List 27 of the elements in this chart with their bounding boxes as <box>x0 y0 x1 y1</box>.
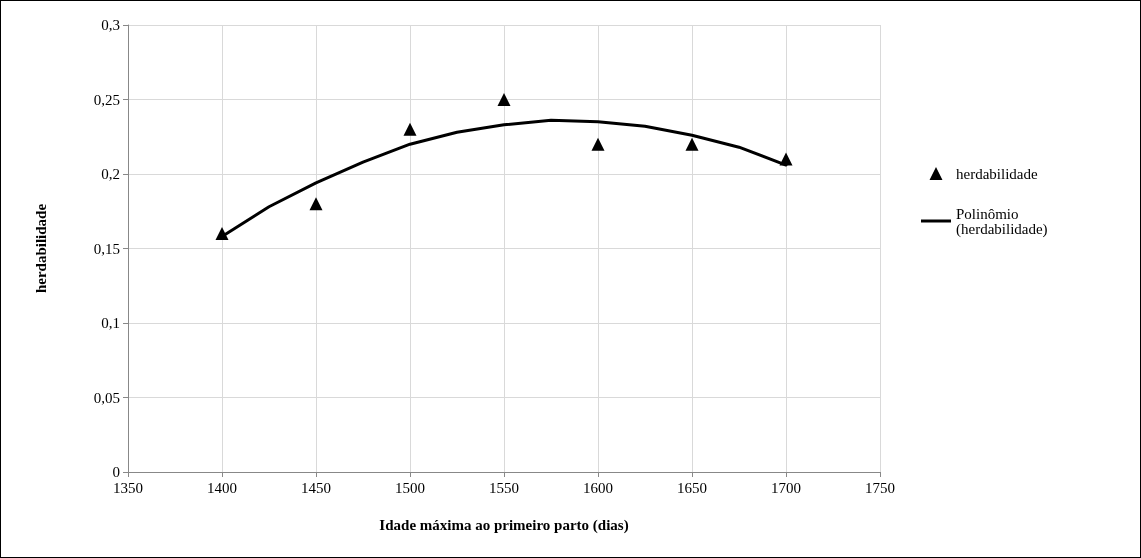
y-tick-label: 0,1 <box>101 315 120 331</box>
y-tick-label: 0,05 <box>93 389 120 406</box>
x-tick-label: 1550 <box>489 479 519 496</box>
x-tick-label: 1700 <box>771 479 801 496</box>
x-tick-label: 1400 <box>207 479 237 496</box>
x-axis-title: Idade máxima ao primeiro parto (dias) <box>379 516 629 534</box>
y-axis-title: herdabilidade <box>32 203 49 294</box>
point <box>403 122 417 136</box>
x-tick-label: 1650 <box>677 479 707 496</box>
legend-label: Polinômio (herdabilidade) <box>956 205 1048 238</box>
y-tick-label: 0 <box>112 464 120 480</box>
point <box>309 197 323 211</box>
x-tick-label: 1750 <box>865 479 895 496</box>
y-tick-label: 0,2 <box>101 166 120 182</box>
x-tick-label: 1450 <box>301 479 331 496</box>
point <box>497 93 511 106</box>
x-tick-label: 1350 <box>113 479 143 496</box>
x-tick-label: 1600 <box>583 479 613 496</box>
y-tick-label: 0,25 <box>93 91 120 108</box>
point <box>779 152 793 166</box>
point <box>591 137 605 151</box>
legend-label: herdabilidade <box>956 165 1038 182</box>
point <box>215 227 229 241</box>
y-tick-label: 0,15 <box>93 240 120 257</box>
x-tick-label: 1500 <box>395 479 425 496</box>
point <box>685 137 699 151</box>
y-tick-label: 0,3 <box>101 17 120 33</box>
